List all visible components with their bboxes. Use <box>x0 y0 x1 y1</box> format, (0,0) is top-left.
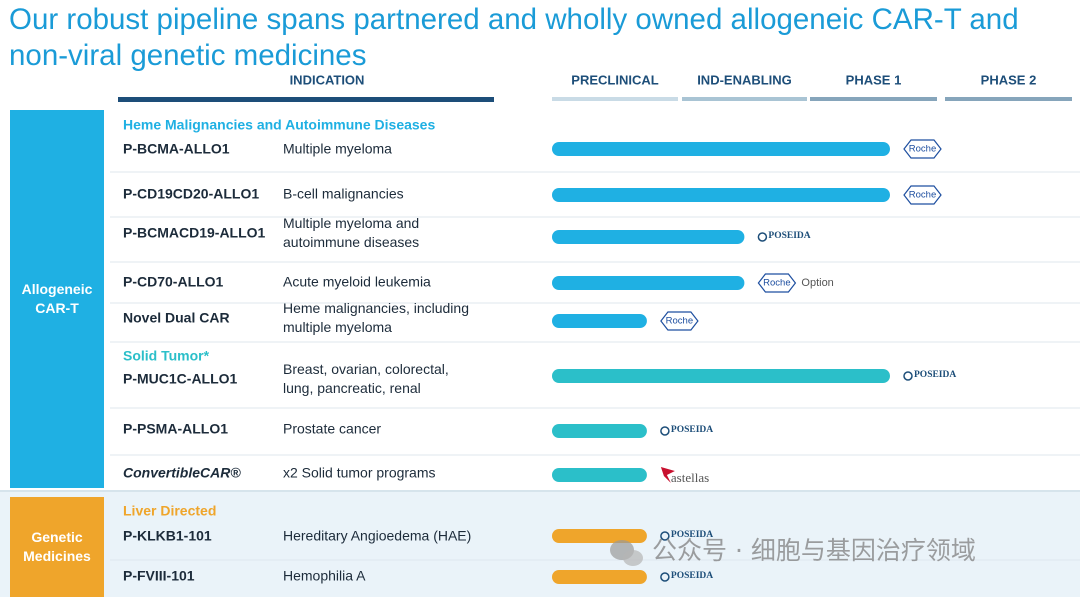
partner-logo <box>660 311 699 331</box>
partner-logo <box>903 371 913 381</box>
program-name: ConvertibleCAR® <box>123 465 241 481</box>
group-label: Allogeneic CAR-T <box>22 281 93 316</box>
program-name: P-PSMA-ALLO1 <box>123 421 228 437</box>
partner-logo <box>903 139 942 159</box>
indication: Prostate cancer <box>283 421 381 437</box>
watermark: 公众号 · 细胞与基因治疗领域 <box>652 536 976 565</box>
phase-rule <box>945 97 1072 101</box>
indication-header: INDICATION <box>290 72 365 87</box>
partner-name: Roche <box>666 316 693 327</box>
program-name: P-MUC1C-ALLO1 <box>123 371 238 387</box>
indication: multiple myeloma <box>283 319 392 335</box>
partner-name: POSEIDA <box>768 231 810 241</box>
indication-rule <box>118 97 494 102</box>
indication: x2 Solid tumor programs <box>283 465 436 481</box>
partner-name: POSEIDA <box>671 571 713 581</box>
partner-logo <box>757 273 797 293</box>
program-name: P-BCMACD19-ALLO1 <box>123 225 266 241</box>
progress-bar <box>552 276 745 290</box>
indication: lung, pancreatic, renal <box>283 380 421 396</box>
title: Our robust pipeline spans partnered and … <box>9 3 1019 36</box>
program-name: P-FVIII-101 <box>123 568 195 584</box>
partner-name: astellas <box>671 470 709 485</box>
partner-name: Roche <box>909 190 936 201</box>
title: non-viral genetic medicines <box>9 39 366 72</box>
partner-logo <box>660 467 675 483</box>
section-heading: Heme Malignancies and Autoimmune Disease… <box>123 117 435 133</box>
section-heading: Solid Tumor* <box>123 348 210 364</box>
program-name: P-CD70-ALLO1 <box>123 274 224 290</box>
genetic-background <box>0 492 1080 597</box>
group-box <box>10 110 104 488</box>
phase-label: PHASE 2 <box>981 72 1037 87</box>
partner-logo <box>660 572 670 582</box>
phase-label: IND-ENABLING <box>697 72 792 87</box>
section-heading: Liver Directed <box>123 503 216 519</box>
indication: Multiple myeloma <box>283 141 392 157</box>
partner-logo <box>660 531 670 541</box>
partner-logo <box>757 232 768 242</box>
program-name: P-BCMA-ALLO1 <box>123 141 230 157</box>
program-name: P-CD19CD20-ALLO1 <box>123 186 259 202</box>
indication: Hereditary Angioedema (HAE) <box>283 528 471 544</box>
partner-name: Roche <box>909 144 936 155</box>
progress-bar <box>552 314 647 328</box>
partner-name: POSEIDA <box>671 530 713 540</box>
partner-logo <box>660 426 670 436</box>
progress-bar <box>552 369 890 383</box>
indication: Heme malignancies, including <box>283 300 469 316</box>
indication: autoimmune diseases <box>283 234 419 250</box>
watermark-icon <box>623 550 643 566</box>
indication: Breast, ovarian, colorectal, <box>283 361 449 377</box>
phase-rule <box>552 97 678 101</box>
partner-note: Option <box>801 277 833 289</box>
indication: Acute myeloid leukemia <box>283 274 431 290</box>
phase-label: PRECLINICAL <box>571 72 658 87</box>
partner-name: POSEIDA <box>914 370 956 380</box>
phase-rule <box>810 97 937 101</box>
progress-bar <box>552 142 890 156</box>
progress-bar <box>552 570 647 584</box>
indication: B-cell malignancies <box>283 186 404 202</box>
indication: Multiple myeloma and <box>283 215 419 231</box>
group-label: Genetic Medicines <box>23 529 91 564</box>
progress-bar <box>552 468 647 482</box>
group-box <box>10 497 104 597</box>
progress-bar <box>552 188 890 202</box>
partner-logo <box>903 185 942 205</box>
phase-label: PHASE 1 <box>846 72 902 87</box>
progress-bar <box>552 424 647 438</box>
program-name: P-KLKB1-101 <box>123 528 212 544</box>
progress-bar <box>552 529 647 543</box>
progress-bar <box>552 230 745 244</box>
partner-name: Roche <box>763 278 790 289</box>
indication: Hemophilia A <box>283 568 366 584</box>
phase-rule <box>682 97 807 101</box>
partner-name: POSEIDA <box>671 425 713 435</box>
program-name: Novel Dual CAR <box>123 310 230 326</box>
